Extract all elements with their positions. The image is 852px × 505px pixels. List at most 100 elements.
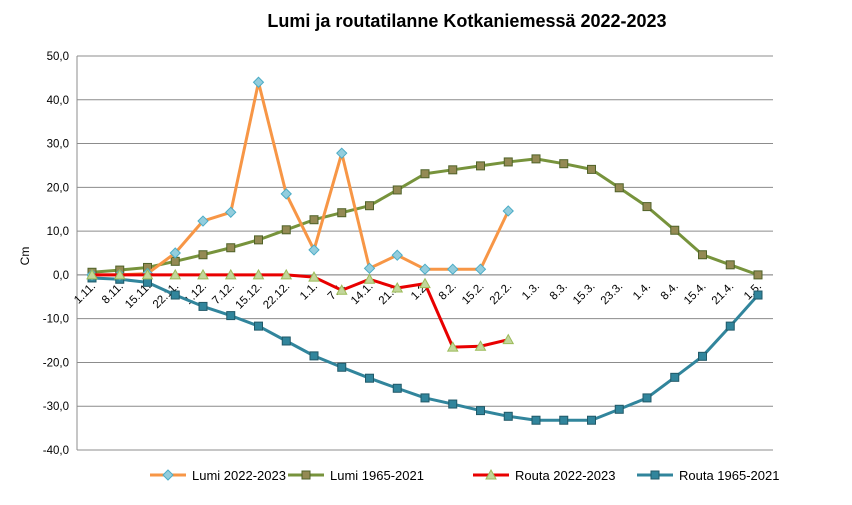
series-routa-2022-2023 (86, 268, 515, 352)
data-point-square (698, 351, 707, 361)
y-tick-label: 50,0 (47, 51, 69, 63)
y-tick-label: 40,0 (47, 95, 69, 107)
data-point-square (642, 202, 652, 212)
data-point-square (365, 201, 374, 211)
data-point-square (420, 393, 430, 403)
series-lumi-2022-2023 (86, 76, 514, 281)
data-point-square (698, 250, 707, 260)
legend-item: Lumi 2022-2023 (150, 468, 286, 483)
y-axis-label: Cm (18, 247, 32, 266)
x-tick-label: 22.2. (488, 281, 515, 308)
x-tick-label: 8.4. (659, 281, 681, 303)
x-tick-label: 1.4. (631, 281, 653, 303)
legend-label: Routa 2022-2023 (515, 468, 615, 483)
data-point-diamond (252, 76, 265, 88)
data-point-square (531, 415, 541, 425)
data-point-square (476, 406, 485, 416)
data-point-triangle (141, 268, 154, 280)
data-point-triangle (335, 284, 348, 295)
data-point-diamond (363, 262, 376, 275)
data-point-triangle (308, 271, 320, 282)
data-point-triangle (485, 468, 497, 480)
data-point-square (448, 165, 458, 175)
data-point-diamond (502, 205, 514, 217)
legend-item: Routa 2022-2023 (473, 468, 615, 483)
x-tick-label: 15.2. (460, 281, 487, 308)
data-point-square (587, 164, 596, 174)
data-point-square (226, 311, 236, 321)
data-point-square (559, 415, 569, 425)
data-point-square (309, 215, 319, 225)
y-tick-labels: 50,0 40,0 30,0 20,0 10,0 0,0 -10,0 -20,0 -30,0 -4… (43, 51, 69, 457)
data-point-diamond (197, 215, 209, 227)
x-tick-label: 8.2. (437, 281, 459, 303)
data-point-square (670, 225, 680, 235)
legend-item: Routa 1965-2021 (637, 468, 779, 483)
x-tick-label: 21.4. (710, 281, 737, 308)
data-point-square (392, 383, 402, 393)
x-tick-label: 15.4. (682, 281, 709, 308)
series-line (92, 80, 510, 277)
axes (76, 56, 773, 450)
data-point-diamond (391, 249, 403, 261)
y-tick-label: 0,0 (53, 270, 69, 282)
y-tick-label: -40,0 (43, 445, 69, 457)
data-point-square (753, 290, 763, 300)
y-tick-label: -30,0 (43, 401, 69, 413)
x-tick-label: 23.3. (599, 281, 626, 308)
x-tick-label: 1.3. (520, 281, 542, 303)
x-tick-label: 22.12. (261, 281, 292, 312)
data-point-square (725, 260, 735, 270)
y-tick-label: -20,0 (43, 357, 69, 369)
data-point-square (392, 185, 402, 195)
legend: Lumi 2022-2023 Lumi 1965-2021 Routa 2022-2… (150, 468, 779, 483)
data-point-square (476, 161, 485, 171)
legend-label: Routa 1965-2021 (679, 468, 779, 483)
data-point-diamond (308, 244, 320, 256)
y-tick-label: 10,0 (47, 226, 69, 238)
data-point-triangle (86, 268, 98, 280)
data-point-square (198, 250, 208, 260)
x-tick-label: 1.11. (72, 281, 98, 307)
data-point-triangle (169, 268, 182, 280)
y-tick-label: 20,0 (47, 182, 69, 194)
y-tick-label: 30,0 (47, 139, 69, 151)
data-point-diamond (225, 206, 237, 218)
y-tick-label: -10,0 (43, 314, 69, 326)
data-point-square (503, 411, 513, 421)
data-point-square (614, 404, 624, 414)
data-point-triangle (252, 268, 265, 280)
data-point-triangle (363, 273, 376, 284)
series-line (92, 273, 509, 349)
data-point-diamond (336, 147, 348, 159)
data-point-square (254, 235, 263, 245)
data-point-diamond (280, 188, 292, 200)
data-point-square (198, 301, 208, 311)
data-point-diamond (474, 263, 487, 275)
data-point-triangle (474, 340, 487, 351)
data-point-triangle (502, 333, 515, 345)
data-point-square (753, 270, 763, 280)
data-point-square (559, 159, 569, 169)
x-tick-label: 8.3. (548, 281, 570, 303)
data-point-triangle (280, 268, 293, 280)
data-point-square (337, 362, 347, 372)
data-point-diamond (162, 469, 174, 481)
data-point-square (281, 225, 291, 235)
data-point-square (337, 208, 347, 218)
data-point-square (301, 470, 311, 480)
data-point-diamond (447, 263, 459, 275)
data-point-square (725, 321, 735, 331)
legend-item: Lumi 1965-2021 (288, 468, 424, 483)
data-point-square (503, 157, 513, 167)
data-point-square (365, 373, 374, 383)
data-point-diamond (169, 247, 181, 259)
data-point-square (170, 290, 180, 300)
data-point-triangle (446, 341, 459, 352)
data-point-triangle (224, 268, 237, 280)
data-point-square (642, 393, 652, 403)
data-point-square (226, 243, 236, 253)
data-point-square (309, 351, 319, 361)
data-point-square (281, 336, 291, 346)
